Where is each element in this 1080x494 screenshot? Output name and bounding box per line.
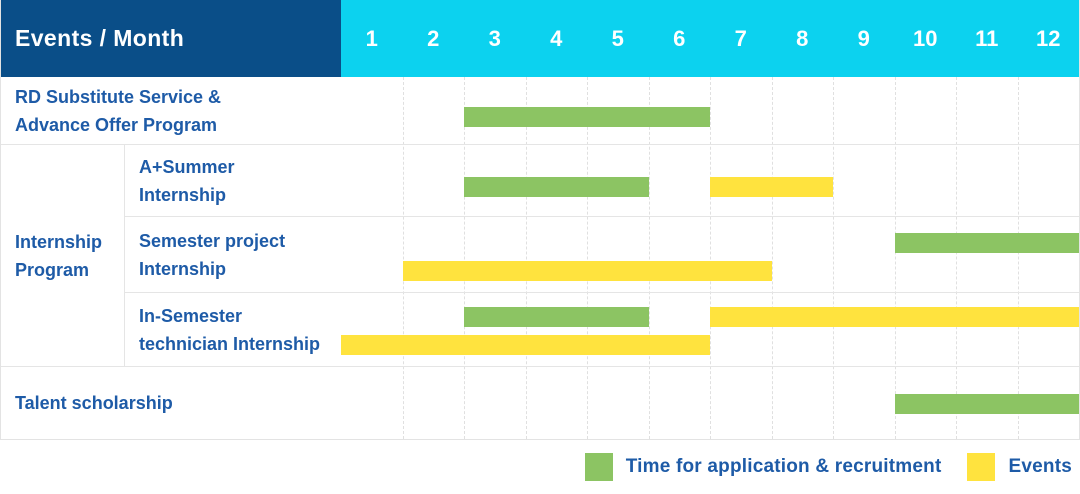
month-header-cell: 6: [673, 25, 686, 51]
table-corner-header: Events / Month: [1, 0, 341, 77]
month-header-cell: 1: [365, 25, 378, 51]
bar-event: [402, 261, 772, 281]
month-gridline: [710, 77, 711, 439]
legend-item-event: Events: [967, 453, 1072, 481]
month-gridline: [464, 77, 465, 439]
month-gridline: [525, 77, 527, 439]
bar-recruitment: [464, 307, 649, 327]
month-gridline: [402, 77, 404, 439]
month-header-cell: 4: [550, 25, 563, 51]
month-header-cell: 8: [796, 25, 809, 51]
month-header-row: 1 2 3 4 5 6 7 8 9 10 11 12: [341, 0, 1079, 77]
bar-event: [341, 335, 710, 355]
row-label-line: Advance Offer Program: [15, 114, 218, 135]
row-label-line: A+Summer: [139, 156, 235, 177]
legend: Time for application & recruitment Events: [0, 440, 1080, 494]
row-label-line: Internship: [139, 258, 227, 279]
month-header-cell: 7: [734, 25, 747, 51]
row-label-line: Internship: [139, 184, 227, 205]
gantt-row-a-summer-internship: [341, 145, 1079, 217]
internship-program-group: Internship Program A+Summer Internship S…: [1, 145, 341, 367]
row-labels-column: RD Substitute Service & Advance Offer Pr…: [1, 77, 341, 439]
month-gridline: [833, 77, 834, 439]
row-label-line: RD Substitute Service &: [15, 86, 222, 107]
bar-recruitment: [894, 233, 1079, 253]
month-header-cell: 5: [611, 25, 624, 51]
table-header-row: Events / Month 1 2 3 4 5 6 7 8 9 10 11 12: [1, 0, 1079, 77]
gantt-row-semester-project-internship: [341, 217, 1079, 293]
legend-swatch-recruitment: [584, 453, 613, 481]
row-label-line: Talent scholarship: [15, 393, 173, 413]
legend-label: Events: [1008, 456, 1072, 477]
bar-recruitment: [894, 394, 1079, 414]
legend-label: Time for application & recruitment: [625, 456, 942, 477]
month-gridline: [1017, 77, 1019, 439]
month-header-cell: 12: [1036, 25, 1061, 51]
group-label-line: Internship: [15, 231, 103, 252]
month-header-cell: 9: [857, 25, 870, 51]
legend-item-recruitment: Time for application & recruitment: [584, 453, 942, 481]
bar-recruitment: [464, 177, 649, 197]
table-body: RD Substitute Service & Advance Offer Pr…: [1, 77, 1079, 439]
group-label-line: Program: [15, 259, 90, 280]
month-header-cell: 3: [488, 25, 501, 51]
row-label-in-semester-technician-internship: In-Semester technician Internship: [125, 293, 341, 366]
legend-swatch-event: [967, 453, 996, 481]
row-label-talent-scholarship: Talent scholarship: [1, 367, 341, 439]
month-header-cell: 10: [913, 25, 938, 51]
row-label-line: Semester project: [139, 230, 286, 251]
group-label-internship-program: Internship Program: [1, 145, 125, 366]
gantt-row-rd-substitute: [341, 77, 1079, 145]
month-gridline: [956, 77, 957, 439]
bar-event: [710, 307, 1079, 327]
gantt-chart-area: [341, 77, 1079, 439]
row-label-a-summer-internship: A+Summer Internship: [125, 145, 341, 217]
sub-row-labels: A+Summer Internship Semester project Int…: [125, 145, 341, 366]
month-gridline: [771, 77, 773, 439]
row-label-semester-project-internship: Semester project Internship: [125, 217, 341, 293]
bar-recruitment: [464, 107, 710, 127]
month-header-cell: 2: [427, 25, 440, 51]
schedule-table: Events / Month 1 2 3 4 5 6 7 8 9 10 11 12 RD Substi…: [0, 0, 1080, 440]
month-gridline: [894, 77, 896, 439]
row-label-line: technician Internship: [139, 333, 321, 354]
month-gridline: [587, 77, 588, 439]
month-header-cell: 11: [975, 25, 999, 51]
gantt-row-talent-scholarship: [341, 367, 1079, 439]
row-label-rd-substitute: RD Substitute Service & Advance Offer Pr…: [1, 77, 341, 145]
row-label-line: In-Semester: [139, 305, 243, 326]
gantt-row-in-semester-technician-internship: [341, 293, 1079, 367]
month-gridline: [648, 77, 650, 439]
bar-event: [710, 177, 833, 197]
